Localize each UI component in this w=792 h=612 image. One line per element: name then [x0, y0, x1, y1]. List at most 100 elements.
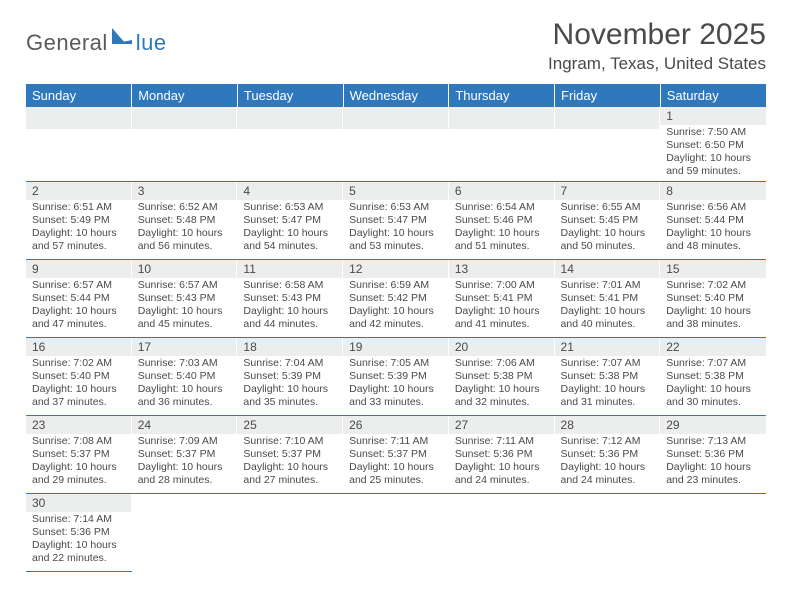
day-number: 7: [555, 182, 661, 200]
calendar-cell: 28Sunrise: 7:12 AMSunset: 5:36 PMDayligh…: [555, 415, 661, 493]
calendar-cell: 24Sunrise: 7:09 AMSunset: 5:37 PMDayligh…: [132, 415, 238, 493]
calendar-week-row: 30Sunrise: 7:14 AMSunset: 5:36 PMDayligh…: [26, 493, 766, 571]
day-detail: Sunrise: 7:00 AMSunset: 5:41 PMDaylight:…: [449, 278, 555, 334]
calendar-cell: 20Sunrise: 7:06 AMSunset: 5:38 PMDayligh…: [449, 337, 555, 415]
day-number: 23: [26, 416, 132, 434]
calendar-cell: 19Sunrise: 7:05 AMSunset: 5:39 PMDayligh…: [343, 337, 449, 415]
day-number: 13: [449, 260, 555, 278]
day-number: 11: [237, 260, 343, 278]
day-detail: Sunrise: 7:08 AMSunset: 5:37 PMDaylight:…: [26, 434, 132, 490]
day-detail: Sunrise: 6:53 AMSunset: 5:47 PMDaylight:…: [343, 200, 449, 256]
calendar-table: Sunday Monday Tuesday Wednesday Thursday…: [26, 84, 766, 572]
day-detail: Sunrise: 7:07 AMSunset: 5:38 PMDaylight:…: [555, 356, 661, 412]
calendar-cell: [26, 107, 132, 181]
day-header: Friday: [555, 84, 661, 107]
day-detail: Sunrise: 6:57 AMSunset: 5:44 PMDaylight:…: [26, 278, 132, 334]
title-block: November 2025 Ingram, Texas, United Stat…: [548, 18, 766, 74]
calendar-cell: [237, 107, 343, 181]
calendar-cell: [343, 107, 449, 181]
calendar-week-row: 16Sunrise: 7:02 AMSunset: 5:40 PMDayligh…: [26, 337, 766, 415]
calendar-cell: 27Sunrise: 7:11 AMSunset: 5:36 PMDayligh…: [449, 415, 555, 493]
calendar-cell: [555, 107, 661, 181]
day-number: 5: [343, 182, 449, 200]
calendar-cell: [449, 107, 555, 181]
day-detail: Sunrise: 7:02 AMSunset: 5:40 PMDaylight:…: [660, 278, 766, 334]
day-detail: Sunrise: 7:04 AMSunset: 5:39 PMDaylight:…: [237, 356, 343, 412]
calendar-cell: 18Sunrise: 7:04 AMSunset: 5:39 PMDayligh…: [237, 337, 343, 415]
day-detail: Sunrise: 7:06 AMSunset: 5:38 PMDaylight:…: [449, 356, 555, 412]
logo: General lue: [26, 26, 167, 59]
day-header: Monday: [132, 84, 238, 107]
day-header: Sunday: [26, 84, 132, 107]
day-header: Saturday: [660, 84, 766, 107]
calendar-cell: 25Sunrise: 7:10 AMSunset: 5:37 PMDayligh…: [237, 415, 343, 493]
calendar-cell: 4Sunrise: 6:53 AMSunset: 5:47 PMDaylight…: [237, 181, 343, 259]
calendar-cell: 7Sunrise: 6:55 AMSunset: 5:45 PMDaylight…: [555, 181, 661, 259]
empty-day-number: [449, 107, 555, 129]
month-title: November 2025: [548, 18, 766, 52]
calendar-cell: [555, 493, 661, 571]
calendar-cell: 15Sunrise: 7:02 AMSunset: 5:40 PMDayligh…: [660, 259, 766, 337]
day-detail: Sunrise: 7:11 AMSunset: 5:36 PMDaylight:…: [449, 434, 555, 490]
day-detail: Sunrise: 6:56 AMSunset: 5:44 PMDaylight:…: [660, 200, 766, 256]
calendar-cell: [449, 493, 555, 571]
day-detail: Sunrise: 7:03 AMSunset: 5:40 PMDaylight:…: [132, 356, 238, 412]
calendar-cell: 9Sunrise: 6:57 AMSunset: 5:44 PMDaylight…: [26, 259, 132, 337]
calendar-cell: 10Sunrise: 6:57 AMSunset: 5:43 PMDayligh…: [132, 259, 238, 337]
day-number: 22: [660, 338, 766, 356]
day-number: 15: [660, 260, 766, 278]
day-number: 24: [132, 416, 238, 434]
logo-sail-icon: [110, 26, 134, 51]
day-number: 25: [237, 416, 343, 434]
day-header: Thursday: [449, 84, 555, 107]
day-number: 14: [555, 260, 661, 278]
logo-text-blue: lue: [136, 30, 167, 56]
day-detail: Sunrise: 6:58 AMSunset: 5:43 PMDaylight:…: [237, 278, 343, 334]
day-number: 19: [343, 338, 449, 356]
calendar-cell: 2Sunrise: 6:51 AMSunset: 5:49 PMDaylight…: [26, 181, 132, 259]
empty-day-number: [132, 107, 238, 129]
calendar-cell: 6Sunrise: 6:54 AMSunset: 5:46 PMDaylight…: [449, 181, 555, 259]
day-detail: Sunrise: 7:10 AMSunset: 5:37 PMDaylight:…: [237, 434, 343, 490]
calendar-cell: 22Sunrise: 7:07 AMSunset: 5:38 PMDayligh…: [660, 337, 766, 415]
day-number: 10: [132, 260, 238, 278]
day-detail: Sunrise: 7:14 AMSunset: 5:36 PMDaylight:…: [26, 512, 132, 568]
day-detail: Sunrise: 6:52 AMSunset: 5:48 PMDaylight:…: [132, 200, 238, 256]
calendar-cell: 13Sunrise: 7:00 AMSunset: 5:41 PMDayligh…: [449, 259, 555, 337]
calendar-cell: 29Sunrise: 7:13 AMSunset: 5:36 PMDayligh…: [660, 415, 766, 493]
calendar-cell: [132, 493, 238, 571]
day-number: 9: [26, 260, 132, 278]
calendar-week-row: 2Sunrise: 6:51 AMSunset: 5:49 PMDaylight…: [26, 181, 766, 259]
day-number: 16: [26, 338, 132, 356]
day-number: 6: [449, 182, 555, 200]
day-number: 28: [555, 416, 661, 434]
calendar-cell: 30Sunrise: 7:14 AMSunset: 5:36 PMDayligh…: [26, 493, 132, 571]
day-detail: Sunrise: 7:09 AMSunset: 5:37 PMDaylight:…: [132, 434, 238, 490]
calendar-cell: 14Sunrise: 7:01 AMSunset: 5:41 PMDayligh…: [555, 259, 661, 337]
day-detail: Sunrise: 7:05 AMSunset: 5:39 PMDaylight:…: [343, 356, 449, 412]
day-detail: Sunrise: 7:01 AMSunset: 5:41 PMDaylight:…: [555, 278, 661, 334]
day-number: 30: [26, 494, 132, 512]
calendar-cell: 26Sunrise: 7:11 AMSunset: 5:37 PMDayligh…: [343, 415, 449, 493]
day-detail: Sunrise: 6:53 AMSunset: 5:47 PMDaylight:…: [237, 200, 343, 256]
day-detail: Sunrise: 7:11 AMSunset: 5:37 PMDaylight:…: [343, 434, 449, 490]
empty-day-number: [343, 107, 449, 129]
calendar-cell: 5Sunrise: 6:53 AMSunset: 5:47 PMDaylight…: [343, 181, 449, 259]
day-number: 29: [660, 416, 766, 434]
day-detail: Sunrise: 7:07 AMSunset: 5:38 PMDaylight:…: [660, 356, 766, 412]
header: General lue November 2025 Ingram, Texas,…: [26, 18, 766, 74]
calendar-cell: 17Sunrise: 7:03 AMSunset: 5:40 PMDayligh…: [132, 337, 238, 415]
day-number: 26: [343, 416, 449, 434]
day-number: 3: [132, 182, 238, 200]
day-number: 12: [343, 260, 449, 278]
calendar-cell: 1Sunrise: 7:50 AMSunset: 6:50 PMDaylight…: [660, 107, 766, 181]
day-detail: Sunrise: 7:50 AMSunset: 6:50 PMDaylight:…: [660, 125, 766, 181]
calendar-week-row: 1Sunrise: 7:50 AMSunset: 6:50 PMDaylight…: [26, 107, 766, 181]
empty-day-number: [237, 107, 343, 129]
day-number: 18: [237, 338, 343, 356]
calendar-week-row: 9Sunrise: 6:57 AMSunset: 5:44 PMDaylight…: [26, 259, 766, 337]
day-number: 4: [237, 182, 343, 200]
calendar-cell: 12Sunrise: 6:59 AMSunset: 5:42 PMDayligh…: [343, 259, 449, 337]
logo-text-general: General: [26, 30, 108, 56]
day-number: 27: [449, 416, 555, 434]
